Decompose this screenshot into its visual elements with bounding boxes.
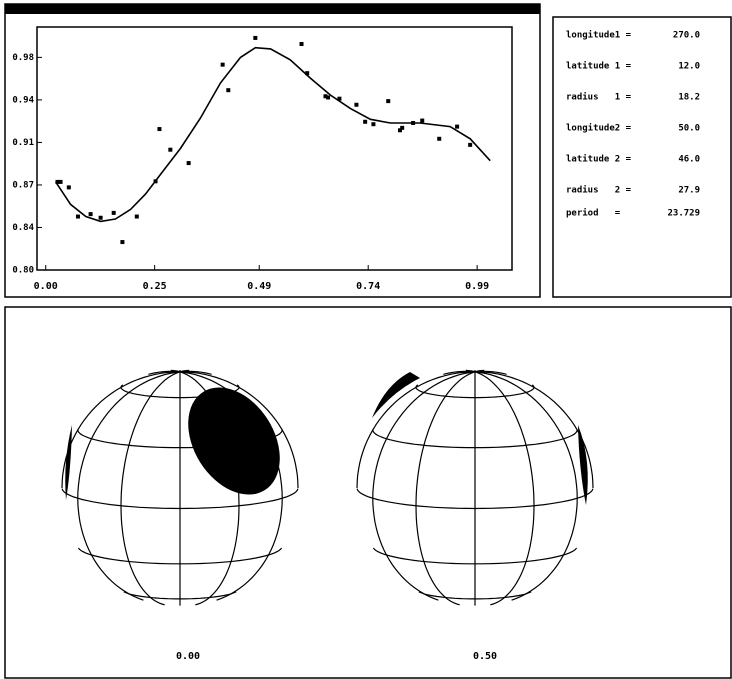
parameter-value: 46.0 [678,155,700,165]
globes [62,370,593,606]
y-tick-label: 0.91 [12,138,34,148]
globe-grid-line [357,372,475,488]
globe-grid-line [373,372,475,600]
data-point [67,185,71,189]
globe-grid-line [475,372,534,605]
parameter-label: radius 2 = [566,185,632,196]
globe-grid-line [475,372,593,488]
data-point [168,148,172,152]
parameter-value: 27.9 [678,186,700,196]
y-tick-label: 0.84 [12,223,34,233]
y-tick-label: 0.98 [12,53,34,63]
data-point [455,125,459,129]
data-point [226,88,230,92]
data-point [326,95,330,99]
starspot [372,372,420,418]
parameter-label: latitude 2 = [566,154,632,165]
globe-grid-line [121,372,180,605]
data-point [337,97,341,101]
y-tick-label: 0.94 [12,95,34,105]
x-tick-label: 0.49 [247,281,271,292]
parameter-label: longitude1 = [566,30,632,41]
x-tick-label: 0.25 [143,281,167,292]
data-point [411,121,415,125]
plot-panel [5,4,540,297]
data-point [157,127,161,131]
parameter-label: latitude 1 = [566,61,632,72]
fit-line [56,48,491,222]
parameter-label: period = [566,208,621,219]
window: 0.00 0.50 0.00 0.25 0.49 0.74 0.99 0.80 0.84 0.… [0,0,732,679]
data-point [400,126,404,130]
starspot [578,425,588,505]
data-point [135,215,139,219]
y-tick-label: 0.80 [12,266,34,276]
parameter-label: radius 1 = [566,92,632,103]
parameter-label: longitude2 = [566,123,632,134]
data-point [371,122,375,126]
data-point [154,179,158,183]
data-point [420,119,424,123]
data-point [99,216,103,220]
starspot [169,371,298,512]
y-tick-label: 0.87 [12,180,34,190]
parameter-value: 270.0 [673,31,700,41]
globe-panel [5,307,731,678]
x-tick-label: 0.00 [34,281,58,292]
data-point [112,211,116,215]
data-point [120,240,124,244]
data-point [386,99,390,103]
x-tick-label: 0.99 [465,281,489,292]
globe-grid-line [416,372,475,605]
data-point [253,36,257,40]
globe-grid-line [78,372,180,600]
data-point [59,180,63,184]
parameter-value: 18.2 [678,93,700,103]
globe-grid-line [475,372,577,600]
data-point [468,143,472,147]
data-point [221,63,225,67]
parameter-value: 50.0 [678,124,700,134]
data-point [305,71,309,75]
data-point [89,212,93,216]
data-point [354,103,358,107]
phase-label: 0.50 [473,651,497,662]
x-tick-label: 0.74 [356,281,380,292]
globe-grid-line [62,372,180,488]
data-point [187,161,191,165]
data-point [437,137,441,141]
plot-area [37,27,512,270]
phase-label: 0.00 [176,651,200,662]
parameter-value: 12.0 [678,62,700,72]
starspot [65,425,72,500]
parameter-value: 23.729 [667,209,700,219]
data-point [300,42,304,46]
data-point [363,120,367,124]
data-point [76,215,80,219]
title-bar [5,4,540,14]
